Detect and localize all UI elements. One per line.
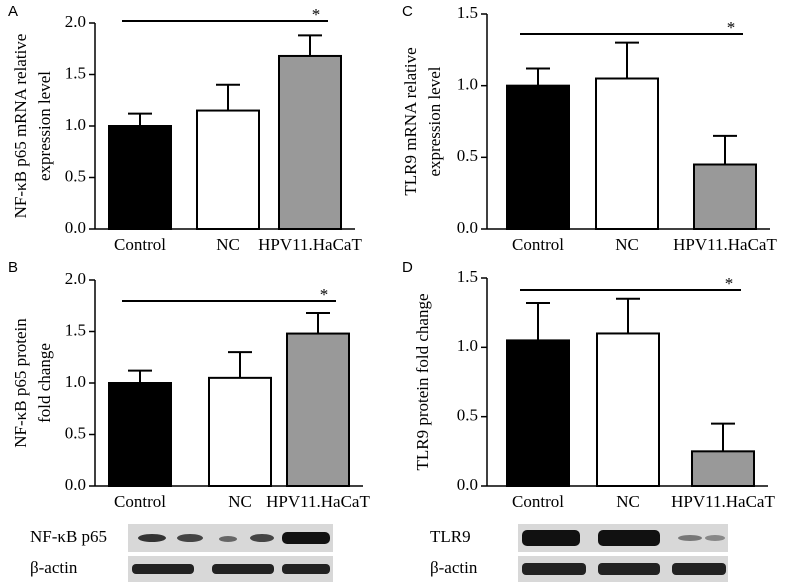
y-tick-label: 1.0 — [65, 372, 86, 391]
bar — [278, 54, 342, 230]
blot-image — [518, 524, 728, 582]
x-tick-label: HPV11.HaCaT — [266, 492, 370, 511]
x-tick-label: NC — [228, 492, 252, 511]
bar — [506, 339, 570, 487]
y-axis-label: expression level — [425, 66, 444, 176]
y-axis-label: TLR9 mRNA relative — [401, 47, 420, 195]
y-tick-label: 1.0 — [65, 115, 86, 134]
y-tick-label: 2.0 — [65, 12, 86, 31]
x-tick-label: HPV11.HaCaT — [258, 235, 362, 254]
x-tick-label: HPV11.HaCaT — [673, 235, 777, 254]
x-tick-label: NC — [615, 235, 639, 254]
y-tick-label: 0.0 — [65, 475, 86, 494]
y-tick-label: 0.0 — [65, 218, 86, 237]
significance-marker: * — [727, 18, 736, 37]
y-axis-label: NF-κB p65 mRNA relative — [11, 34, 30, 219]
y-tick-label: 1.5 — [65, 320, 86, 339]
y-tick-label: 0.0 — [457, 475, 478, 494]
y-tick-label: 0.5 — [65, 166, 86, 185]
x-tick-label: Control — [114, 235, 166, 254]
bar — [693, 163, 757, 230]
bar — [691, 450, 755, 488]
y-tick-label: 0.5 — [65, 423, 86, 442]
bar — [196, 109, 260, 230]
y-tick-label: 1.5 — [65, 63, 86, 82]
bar — [595, 77, 659, 230]
panel-letter: B — [8, 259, 18, 276]
x-tick-label: Control — [512, 492, 564, 511]
bar — [286, 332, 350, 487]
y-tick-label: 1.5 — [457, 3, 478, 22]
blot-label: β-actin — [30, 558, 78, 577]
y-tick-label: 1.0 — [457, 336, 478, 355]
y-tick-label: 0.5 — [457, 406, 478, 425]
panel-letter: A — [8, 3, 18, 20]
y-tick-label: 1.0 — [457, 75, 478, 94]
bar — [596, 332, 660, 488]
y-tick-label: 0.0 — [457, 218, 478, 237]
x-tick-label: Control — [114, 492, 166, 511]
x-tick-label: NC — [216, 235, 240, 254]
bar — [108, 125, 172, 230]
bar — [208, 376, 272, 488]
significance-marker: * — [312, 5, 321, 24]
x-tick-label: Control — [512, 235, 564, 254]
y-tick-label: 0.5 — [457, 146, 478, 165]
x-tick-label: NC — [616, 492, 640, 511]
bar — [506, 84, 570, 230]
y-axis-label: NF-κB p65 protein — [11, 318, 30, 448]
y-axis-label: expression level — [35, 71, 54, 181]
blot-image — [128, 524, 333, 582]
y-axis-label: fold change — [35, 343, 54, 423]
bar — [108, 382, 172, 487]
y-tick-label: 2.0 — [65, 269, 86, 288]
blot-label: NF-κB p65 — [30, 527, 107, 546]
blot-label: TLR9 — [430, 527, 471, 546]
significance-marker: * — [320, 285, 329, 304]
panel-letter: D — [402, 259, 413, 276]
significance-marker: * — [725, 274, 734, 293]
y-axis-label: TLR9 protein fold change — [413, 293, 432, 470]
y-tick-label: 1.5 — [457, 267, 478, 286]
blot-label: β-actin — [430, 558, 478, 577]
x-tick-label: HPV11.HaCaT — [671, 492, 775, 511]
panel-letter: C — [402, 3, 413, 20]
